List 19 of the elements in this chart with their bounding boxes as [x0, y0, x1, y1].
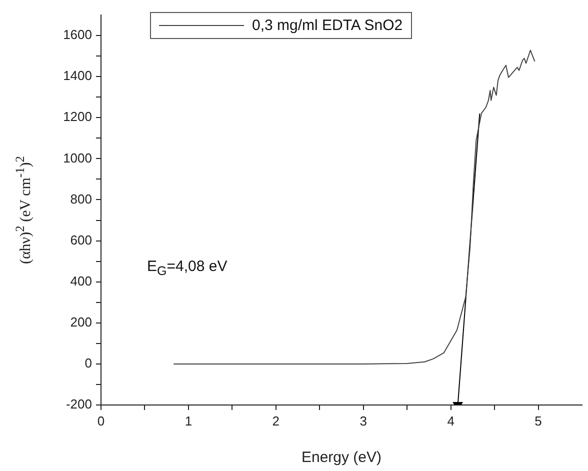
x-axis-title: Energy (eV): [301, 449, 382, 466]
y-tick-label: 0: [84, 356, 92, 371]
x-tick-label: 2: [272, 413, 280, 428]
y-tick-label: 1600: [63, 27, 92, 42]
x-tick-label: 4: [447, 413, 454, 428]
x-tick-label: 1: [184, 413, 192, 428]
y-tick-label: 1200: [63, 109, 92, 124]
y-tick-label: 400: [70, 273, 92, 288]
y-tick-label: 1400: [63, 68, 92, 84]
y-tick-label: 600: [70, 232, 92, 248]
annotation: E$_{G}$=4,08 eV: [147, 258, 228, 278]
x-tick-label: 3: [360, 413, 367, 428]
x-tick-label: 5: [534, 413, 542, 428]
x-tick-label: 0: [97, 413, 105, 428]
y-tick-label: 800: [70, 191, 92, 206]
y-tick-label: -200: [66, 396, 92, 412]
y-tick-label: 1000: [63, 150, 92, 166]
y-tick-label: 200: [70, 314, 92, 330]
text: 0,3 mg/ml EDTA SnO2: [252, 17, 403, 34]
